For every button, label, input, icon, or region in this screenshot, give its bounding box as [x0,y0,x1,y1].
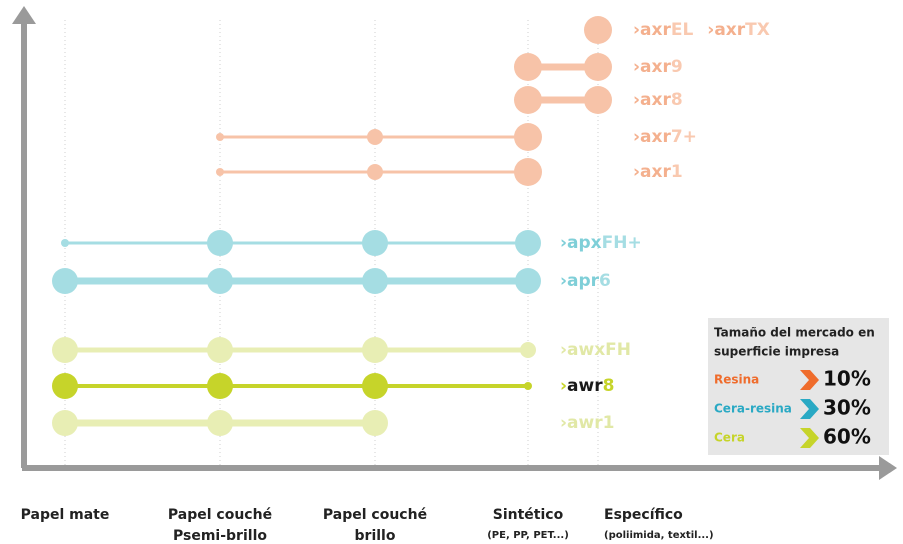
legend-title: Tamaño del mercado en [714,326,875,340]
dot [362,230,388,256]
category-label: Sintético [493,507,564,523]
dot [207,337,233,363]
dot [362,268,388,294]
label-prefix: apx [567,233,602,253]
category-label: Papel couché [168,507,272,523]
dot [362,373,388,399]
dot [207,410,233,436]
dot [61,239,69,247]
dot [584,16,612,44]
arrow-head [879,456,897,480]
label-suffix: 7+ [671,127,697,147]
label-arrow: › [707,20,714,40]
dot [52,337,78,363]
axes [12,6,897,480]
label-suffix: 8 [603,376,615,396]
category-label: Psemi-brillo [173,528,267,544]
legend-share: 60% [823,425,871,449]
label-prefix: axr [714,20,745,40]
dot [584,53,612,81]
label-prefix: apr [567,271,600,291]
legend-name: Resina [714,373,759,387]
category-label: Papel mate [21,507,110,523]
legend-name: Cera-resina [714,402,792,416]
dot [514,158,542,186]
product-label: ›axr9 [633,57,683,77]
legend-chevron [800,399,819,419]
product-label: ›axrEL [633,20,693,40]
label-arrow: › [560,340,567,360]
label-suffix: 1 [603,413,615,433]
dot [367,129,383,145]
dot [52,268,78,294]
category-label: Papel couché [323,507,427,523]
label-arrow: › [560,413,567,433]
label-suffix: 1 [671,162,683,182]
label-prefix: axr [640,162,671,182]
label-suffix: 8 [671,90,683,110]
label-suffix: FH [605,340,631,360]
product-label: ›axr8 [633,90,683,110]
legend-share: 10% [823,367,871,391]
dot [514,123,542,151]
legend-chevron [800,370,819,390]
category-label: Específico [604,507,683,523]
label-prefix: axr [640,20,671,40]
dot [207,373,233,399]
legend-chevron [800,428,819,448]
dot [362,337,388,363]
label-arrow: › [560,271,567,291]
label-arrow: › [560,233,567,253]
dot [514,86,542,114]
dot [52,410,78,436]
legend-name: Cera [714,431,745,445]
dot [216,168,224,176]
label-arrow: › [560,376,567,396]
dot [584,86,612,114]
product-label: ›axr1 [633,162,683,182]
dot [367,164,383,180]
label-suffix: TX [745,20,770,40]
label-suffix: FH+ [602,233,642,253]
dot [216,133,224,141]
label-arrow: › [633,90,640,110]
label-arrow: › [633,57,640,77]
label-prefix: axr [640,90,671,110]
dot [520,342,536,358]
dot [515,230,541,256]
legend-share: 30% [823,396,871,420]
product-label: ›axr7+ [633,127,697,147]
legend-title: superficie impresa [714,345,839,359]
label-prefix: awr [567,413,603,433]
label-prefix: axr [640,127,671,147]
product-label: ›awxFH [560,340,631,360]
dot [362,410,388,436]
label-arrow: › [633,162,640,182]
label-arrow: › [633,20,640,40]
label-prefix: awx [567,340,605,360]
product-label: ›apr6 [560,271,611,291]
label-prefix: axr [640,57,671,77]
category-label: brillo [355,528,396,544]
label-suffix: 9 [671,57,683,77]
category-note: (PE, PP, PET...) [487,530,569,541]
dot [524,382,532,390]
label-suffix: EL [671,20,694,40]
product-label: ›axrTX [707,20,770,40]
product-label: ›awr1 [560,413,614,433]
product-label: ›apxFH+ [560,233,642,253]
dot [207,230,233,256]
label-suffix: 6 [599,271,611,291]
dot [207,268,233,294]
dot [515,268,541,294]
arrow-head [12,6,36,24]
category-note: (poliimida, textil...) [604,530,714,541]
dot [52,373,78,399]
label-arrow: › [633,127,640,147]
legend-box [708,318,889,455]
dot [514,53,542,81]
label-prefix: awr [567,376,603,396]
product-label: ›awr8 [560,376,614,396]
